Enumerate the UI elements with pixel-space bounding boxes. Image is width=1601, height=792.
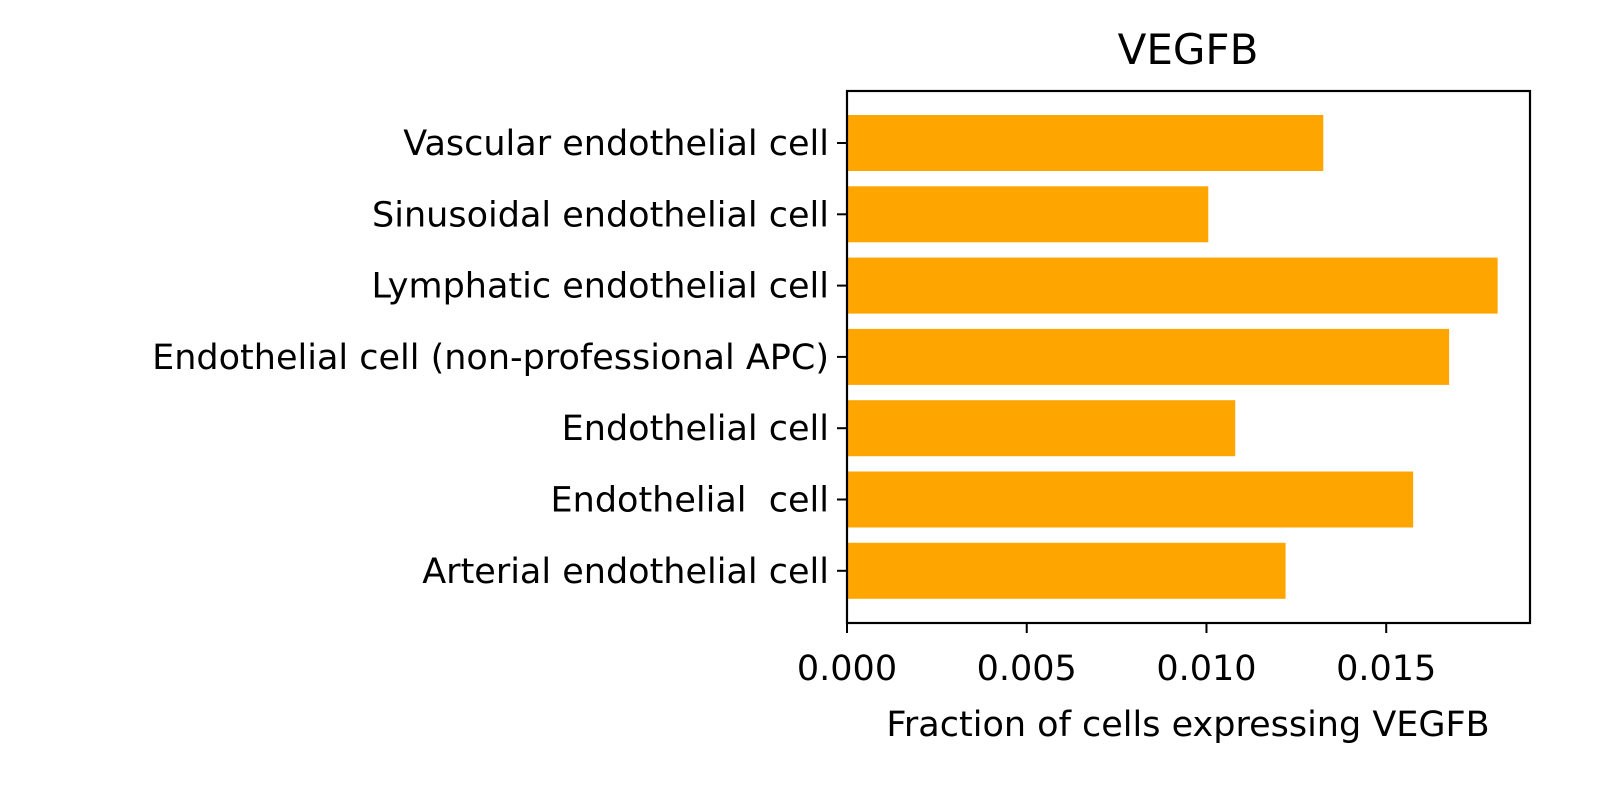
bar bbox=[847, 186, 1209, 243]
bar bbox=[847, 542, 1286, 599]
x-axis-label: Fraction of cells expressing VEGFB bbox=[886, 705, 1489, 745]
bar bbox=[847, 115, 1324, 171]
y-tick-label: Lymphatic endothelial cell bbox=[371, 267, 829, 307]
y-axis-ticks: Vascular endothelial cell Sinusoidal endo… bbox=[152, 124, 847, 592]
bar bbox=[847, 328, 1450, 385]
y-tick-label: Vascular endothelial cell bbox=[403, 124, 829, 164]
chart-title: VEGFB bbox=[1118, 25, 1259, 74]
x-tick-label: 0.010 bbox=[1156, 649, 1256, 689]
y-tick-label: Endothelial cell (non-professional APC) bbox=[152, 338, 829, 378]
bar bbox=[847, 471, 1414, 528]
plot-frame bbox=[845, 89, 1532, 625]
x-tick-label: 0.005 bbox=[977, 649, 1077, 689]
bar bbox=[847, 257, 1498, 314]
y-tick-label: Arterial endothelial cell bbox=[422, 552, 829, 592]
y-tick-label: Endothelial cell bbox=[551, 481, 829, 521]
x-tick-label: 0.000 bbox=[797, 649, 897, 689]
y-tick-label: Endothelial cell bbox=[562, 409, 829, 449]
bars-group bbox=[847, 115, 1498, 599]
y-tick-label: Sinusoidal endothelial cell bbox=[372, 195, 829, 235]
bar bbox=[847, 400, 1236, 457]
x-tick-label: 0.015 bbox=[1336, 649, 1436, 689]
x-axis-ticks: 0.000 0.005 0.010 0.015 bbox=[797, 623, 1436, 689]
